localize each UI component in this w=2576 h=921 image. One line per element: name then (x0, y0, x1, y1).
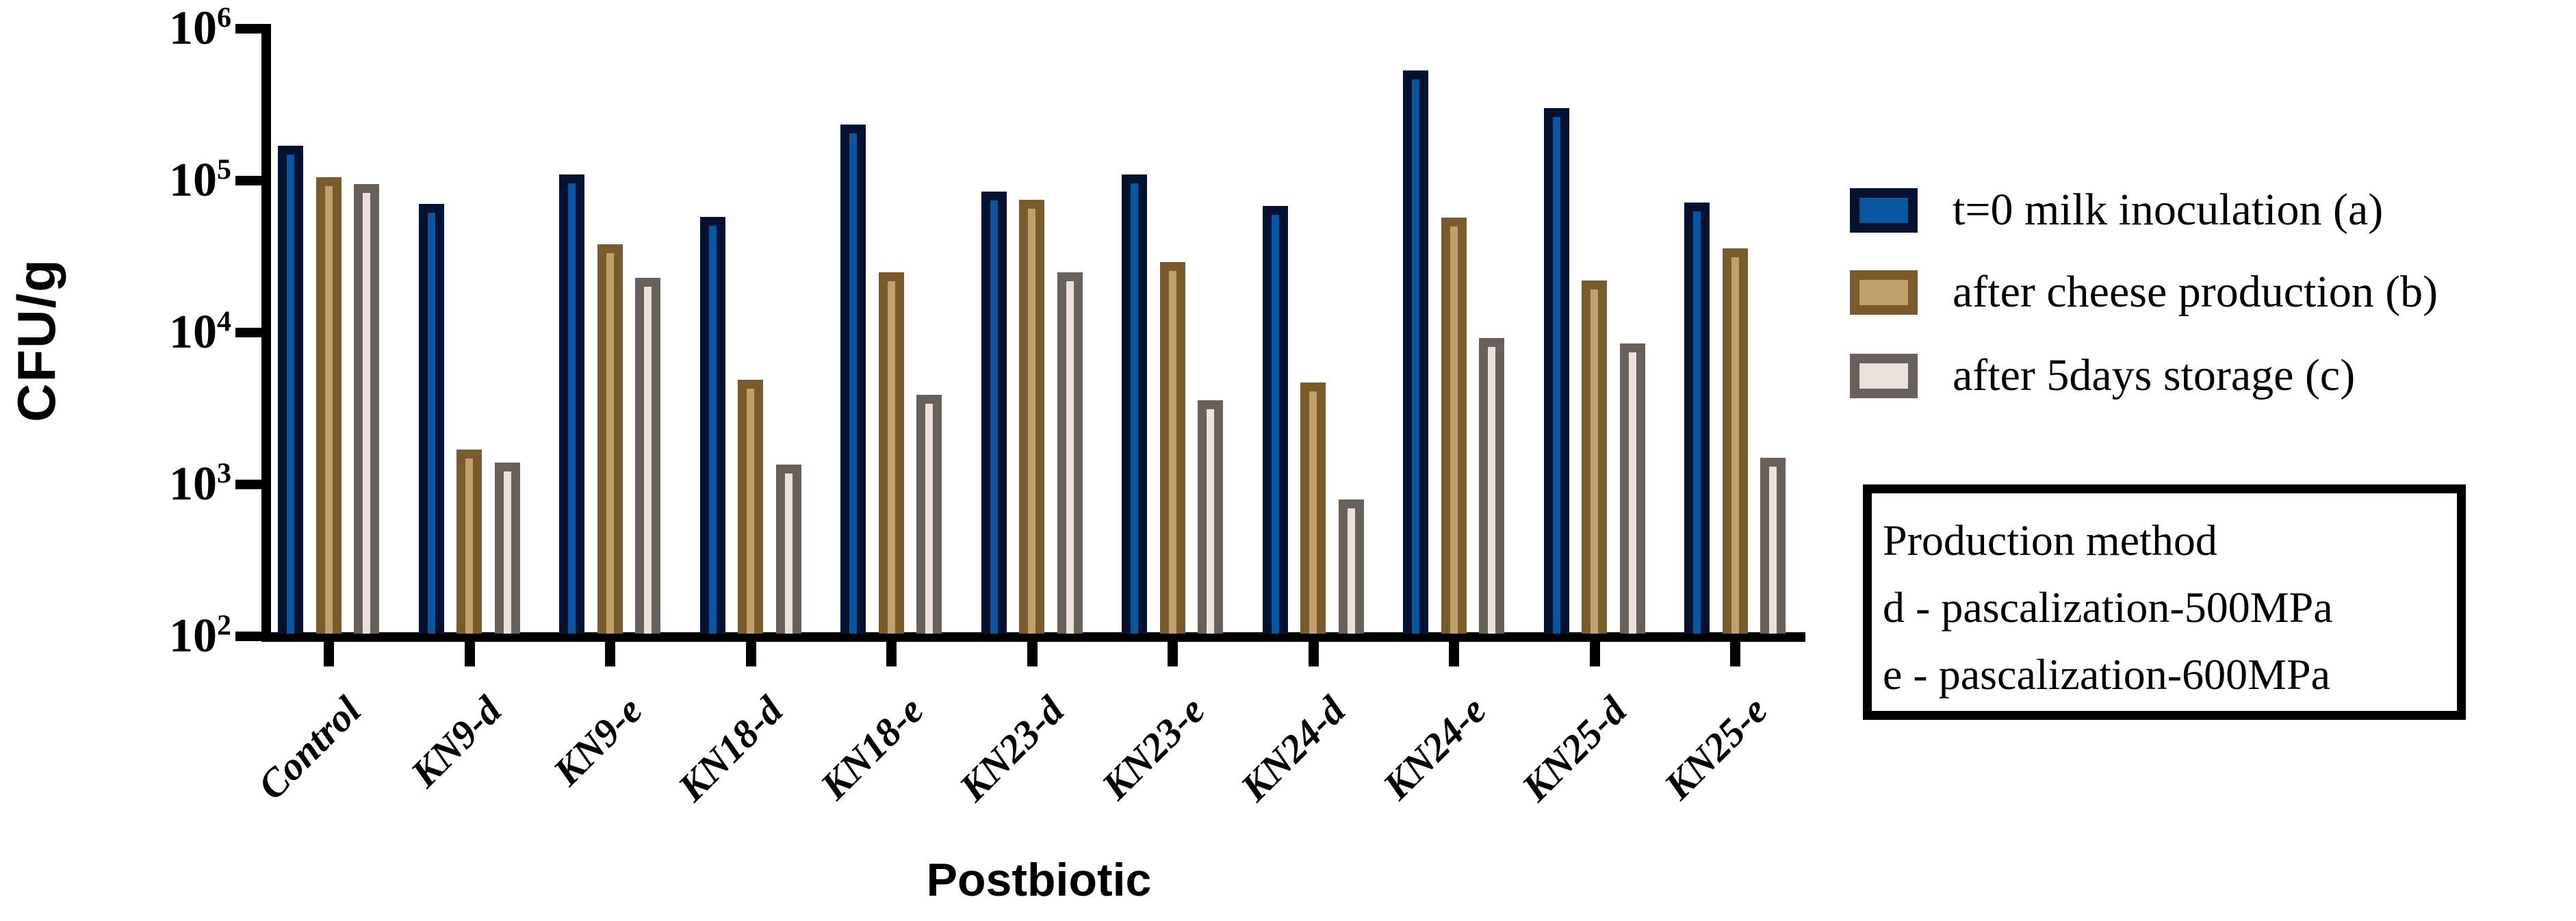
info-box-line-d: d - pascalization-500MPa (1883, 583, 2333, 632)
x-category-label: KN18-d (669, 688, 792, 810)
bar-KN25-e-series1 (1684, 202, 1710, 634)
bar-KN9-e-series2 (597, 244, 623, 634)
x-axis-tick (324, 642, 334, 666)
bar-KN18-e-series2 (878, 272, 904, 634)
bar-KN24-e-series3 (1479, 338, 1504, 634)
gray-bar-swatch (1850, 354, 1918, 398)
x-axis-tick (1308, 642, 1319, 666)
y-axis-tick-label: 106 (169, 2, 231, 55)
legend-label: t=0 milk inoculation (a) (1953, 185, 2384, 235)
x-category-label: KN18-e (811, 688, 932, 808)
x-category-label: KN23-d (951, 688, 1073, 810)
bar-KN23-e-series2 (1159, 262, 1185, 634)
bar-KN9-d-series2 (456, 449, 482, 634)
bar-KN24-e-series2 (1441, 218, 1467, 634)
x-category-label: Control (248, 688, 370, 809)
bar-KN18-d-series3 (775, 465, 801, 634)
bar-KN18-d-series1 (699, 216, 725, 634)
x-category-label: KN25-d (1513, 688, 1636, 810)
bar-KN9-e-series3 (635, 277, 660, 634)
info-box-title: Production method (1883, 516, 2217, 565)
bar-KN25-d-series3 (1619, 343, 1645, 634)
bar-KN23-e-series1 (1122, 174, 1147, 634)
x-axis-tick (1027, 642, 1038, 666)
bar-KN24-d-series2 (1300, 382, 1326, 634)
bar-KN23-d-series3 (1057, 272, 1083, 634)
x-axis-title: Postbiotic (926, 854, 1152, 906)
x-category-label: KN24-d (1232, 688, 1354, 810)
x-axis-tick (886, 642, 897, 666)
x-axis-tick (1168, 642, 1178, 666)
x-axis-line (261, 632, 1805, 642)
legend-label: after 5days storage (c) (1953, 350, 2356, 400)
y-axis-tick (235, 480, 261, 489)
bar-KN24-d-series1 (1262, 206, 1288, 634)
x-category-label: KN24-e (1374, 688, 1495, 808)
bar-KN24-d-series3 (1338, 499, 1364, 634)
tan-bar-swatch (1850, 270, 1918, 315)
y-axis-tick (235, 632, 261, 641)
bar-KN24-e-series1 (1403, 70, 1428, 634)
bar-Control-series1 (278, 145, 303, 634)
bar-KN23-d-series1 (981, 191, 1007, 634)
blue-bar-swatch (1850, 188, 1918, 233)
x-category-label: KN23-e (1092, 688, 1213, 808)
y-axis-tick (235, 24, 261, 34)
bar-KN9-d-series3 (494, 462, 520, 634)
production-method-box: Production method d - pascalization-500M… (1863, 484, 2466, 720)
y-axis-tick (235, 176, 261, 185)
bar-KN18-e-series3 (916, 394, 942, 634)
x-axis-tick (1730, 642, 1740, 666)
y-axis-tick-label: 105 (169, 154, 231, 207)
y-axis-tick (235, 328, 261, 337)
x-category-label: KN9-d (402, 688, 511, 796)
x-axis-tick (1589, 642, 1600, 666)
bar-KN25-d-series2 (1582, 280, 1607, 634)
bar-Control-series2 (315, 177, 342, 634)
bar-KN25-e-series2 (1722, 248, 1748, 634)
y-axis-tick-label: 103 (169, 458, 231, 510)
y-axis-line (261, 24, 271, 642)
info-box-line-e: e - pascalization-600MPa (1883, 650, 2330, 699)
bar-KN9-e-series1 (559, 174, 584, 634)
x-category-label: KN9-e (544, 688, 651, 794)
y-axis-tick-label: 104 (169, 306, 231, 359)
y-axis-tick-label: 102 (169, 610, 231, 662)
legend-label: after cheese production (b) (1953, 267, 2438, 317)
bar-KN18-d-series2 (738, 379, 763, 634)
bar-KN18-e-series1 (840, 124, 866, 634)
x-axis-tick (1449, 642, 1459, 666)
bar-KN25-e-series3 (1760, 457, 1786, 634)
x-category-label: KN25-e (1655, 688, 1776, 808)
x-axis-tick (745, 642, 756, 666)
bar-KN9-d-series1 (418, 204, 444, 634)
bar-Control-series3 (354, 183, 379, 634)
bar-KN25-d-series1 (1543, 108, 1569, 634)
bar-KN23-e-series3 (1198, 400, 1223, 634)
x-axis-tick (464, 642, 475, 666)
bar-KN23-d-series2 (1019, 199, 1044, 634)
x-axis-tick (605, 642, 615, 666)
